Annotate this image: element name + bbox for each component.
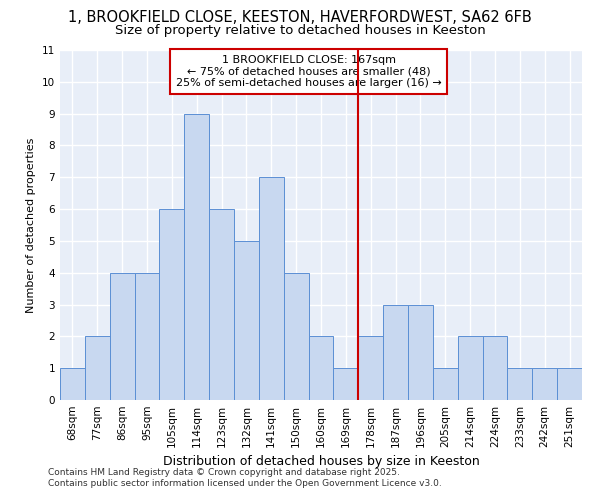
Bar	[110, 272, 134, 400]
Bar	[408, 304, 433, 400]
Bar	[60, 368, 85, 400]
Bar	[557, 368, 582, 400]
Bar	[308, 336, 334, 400]
Bar	[433, 368, 458, 400]
Bar	[184, 114, 209, 400]
Bar	[85, 336, 110, 400]
Bar	[334, 368, 358, 400]
Bar	[458, 336, 482, 400]
Bar	[508, 368, 532, 400]
Bar	[383, 304, 408, 400]
Bar	[134, 272, 160, 400]
Bar	[358, 336, 383, 400]
Bar	[284, 272, 308, 400]
Text: 1 BROOKFIELD CLOSE: 167sqm
← 75% of detached houses are smaller (48)
25% of semi: 1 BROOKFIELD CLOSE: 167sqm ← 75% of deta…	[176, 55, 442, 88]
Text: 1, BROOKFIELD CLOSE, KEESTON, HAVERFORDWEST, SA62 6FB: 1, BROOKFIELD CLOSE, KEESTON, HAVERFORDW…	[68, 10, 532, 25]
Bar	[234, 241, 259, 400]
X-axis label: Distribution of detached houses by size in Keeston: Distribution of detached houses by size …	[163, 456, 479, 468]
Bar	[259, 178, 284, 400]
Bar	[532, 368, 557, 400]
Bar	[482, 336, 508, 400]
Text: Contains HM Land Registry data © Crown copyright and database right 2025.
Contai: Contains HM Land Registry data © Crown c…	[48, 468, 442, 487]
Text: Size of property relative to detached houses in Keeston: Size of property relative to detached ho…	[115, 24, 485, 37]
Bar	[209, 209, 234, 400]
Y-axis label: Number of detached properties: Number of detached properties	[26, 138, 37, 312]
Bar	[160, 209, 184, 400]
